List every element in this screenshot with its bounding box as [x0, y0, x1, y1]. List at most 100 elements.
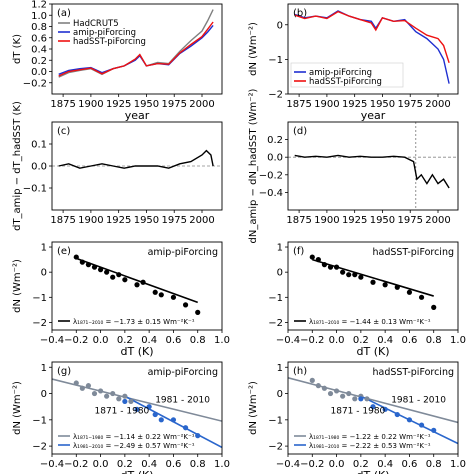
y-tick-label: 1.0: [31, 11, 47, 22]
x-tick-label: −0.4: [40, 459, 64, 470]
data-point: [158, 417, 164, 423]
period-annotation: 1981 - 2010: [155, 396, 210, 406]
x-tick-label: 0.2: [117, 459, 133, 470]
axes-frame: [287, 3, 459, 95]
data-point: [110, 390, 116, 397]
data-point: [116, 396, 122, 402]
y-axis-label: dN_amip − dN_hadSST (Wm⁻²): [248, 88, 259, 243]
x-tick-label: 1925: [342, 215, 367, 226]
y-tick-label: −0.1: [23, 184, 47, 195]
data-point: [134, 282, 140, 288]
y-axis-label: dN (Wm⁻²): [12, 381, 23, 435]
panel-title: hadSST-piForcing: [372, 247, 454, 258]
data-point: [79, 385, 85, 391]
y-axis-label: dN (Wm⁻²): [12, 259, 23, 313]
y-tick-label: 1: [277, 243, 283, 254]
panel-label: (a): [57, 8, 71, 19]
x-tick-label: 1975: [397, 99, 422, 110]
y-tick-label: 0.2: [267, 135, 283, 146]
y-tick-label: −2: [268, 318, 283, 329]
panel-d: 1875 1900 1925 1950 1975 2000−0.4−0.20.00.2dN…: [248, 88, 459, 243]
data-point: [73, 380, 79, 386]
data-point: [182, 302, 189, 308]
x-tick-label: 1950: [370, 215, 395, 226]
y-tick-label: 0.0: [31, 162, 47, 173]
y-tick-label: 1: [277, 363, 283, 374]
x-tick-label: 1900: [314, 215, 339, 226]
data-layer: [294, 10, 450, 84]
y-tick-label: −1: [268, 55, 283, 66]
data-point: [85, 262, 92, 268]
data-point: [97, 388, 104, 394]
axes-frame: [51, 361, 223, 455]
data-point: [122, 398, 128, 405]
data-point: [146, 404, 152, 410]
data-point: [327, 264, 334, 270]
panel-label: (d): [293, 126, 307, 137]
panel-label: (h): [293, 366, 307, 377]
legend-entry: HadCRUT5: [73, 19, 119, 29]
x-tick-label: −0.4: [276, 335, 300, 346]
x-tick-label: 1875: [286, 99, 311, 110]
data-point: [327, 390, 334, 397]
data-point: [182, 425, 189, 431]
x-tick-label: 1.0: [214, 335, 230, 346]
data-point: [170, 417, 177, 423]
data-point: [85, 383, 92, 389]
data-layer: [288, 122, 458, 210]
x-tick-label: 1925: [106, 215, 131, 226]
x-tick-label: 1925: [342, 99, 367, 110]
data-point: [406, 417, 413, 423]
data-point: [170, 294, 177, 300]
legend-entry: λ₁₉₈₁₋₂₀₁₀ = −2.22 ± 0.53 Wm⁻²K⁻¹: [309, 442, 431, 450]
x-tick-label: 2000: [189, 99, 214, 110]
data-point: [431, 427, 437, 433]
x-axis-label: year: [125, 109, 150, 122]
panel-label: (b): [293, 8, 307, 19]
legend-entry: amip-piForcing: [73, 28, 136, 38]
data-point: [128, 398, 134, 405]
data-point: [152, 289, 158, 295]
data-point: [79, 259, 85, 265]
y-tick-label: 1.2: [31, 0, 47, 11]
y-tick-label: −0.2: [23, 78, 47, 89]
y-tick-label: 0.4: [31, 45, 47, 56]
legend-entry: λ₁₈₇₁₋₂₀₁₀ = −1.73 ± 0.15 Wm⁻²K⁻¹: [73, 318, 195, 326]
axes-frame: [51, 3, 223, 95]
legend-entry: λ₁₈₇₁₋₁₉₈₀ = −1.22 ± 0.22 Wm⁻²K⁻¹: [309, 433, 431, 441]
x-tick-label: 1900: [314, 99, 339, 110]
y-tick-label: −1: [268, 415, 283, 426]
data-point: [315, 383, 321, 389]
series-line-0: [294, 154, 450, 189]
panel-e: −0.4 −0.2 0.0 0.2 0.4 0.6 0.8 1.0 1 0 −1 −2 dT (K) dN…: [12, 241, 230, 358]
panel-h: −0.4−0.2 0.0 0.2 0.4 0.6 0.8 1.0 1 0 −1 −2 dT (K) dN…: [248, 361, 466, 474]
data-point: [364, 396, 370, 402]
y-tick-label: −1: [32, 415, 47, 426]
y-tick-label: 0.8: [31, 22, 47, 33]
x-tick-label: 0.6: [401, 459, 417, 470]
x-tick-label: 1875: [50, 99, 75, 110]
data-point: [352, 272, 358, 278]
y-tick-label: 0.0: [31, 67, 47, 78]
x-tick-label: 2000: [425, 99, 450, 110]
data-point: [418, 422, 425, 428]
x-tick-label: 1.0: [214, 459, 230, 470]
x-tick-label: 1975: [161, 215, 186, 226]
y-axis-label: dN (Wm⁻²): [248, 381, 259, 435]
y-tick-label: 0: [277, 268, 283, 279]
data-point: [321, 262, 328, 268]
panel-label: (f): [293, 246, 304, 257]
data-point: [104, 393, 110, 399]
x-tick-label: 0.2: [117, 335, 133, 346]
x-tick-label: 1875: [286, 215, 311, 226]
x-tick-label: 1975: [161, 99, 186, 110]
data-point: [340, 393, 346, 399]
axes-frame: [287, 241, 459, 331]
data-point: [91, 264, 98, 270]
y-tick-label: 0.1: [31, 140, 47, 151]
data-point: [140, 279, 146, 285]
fit-line-0: [52, 378, 222, 422]
data-layer: [309, 254, 437, 310]
axes-frame: [287, 361, 459, 455]
